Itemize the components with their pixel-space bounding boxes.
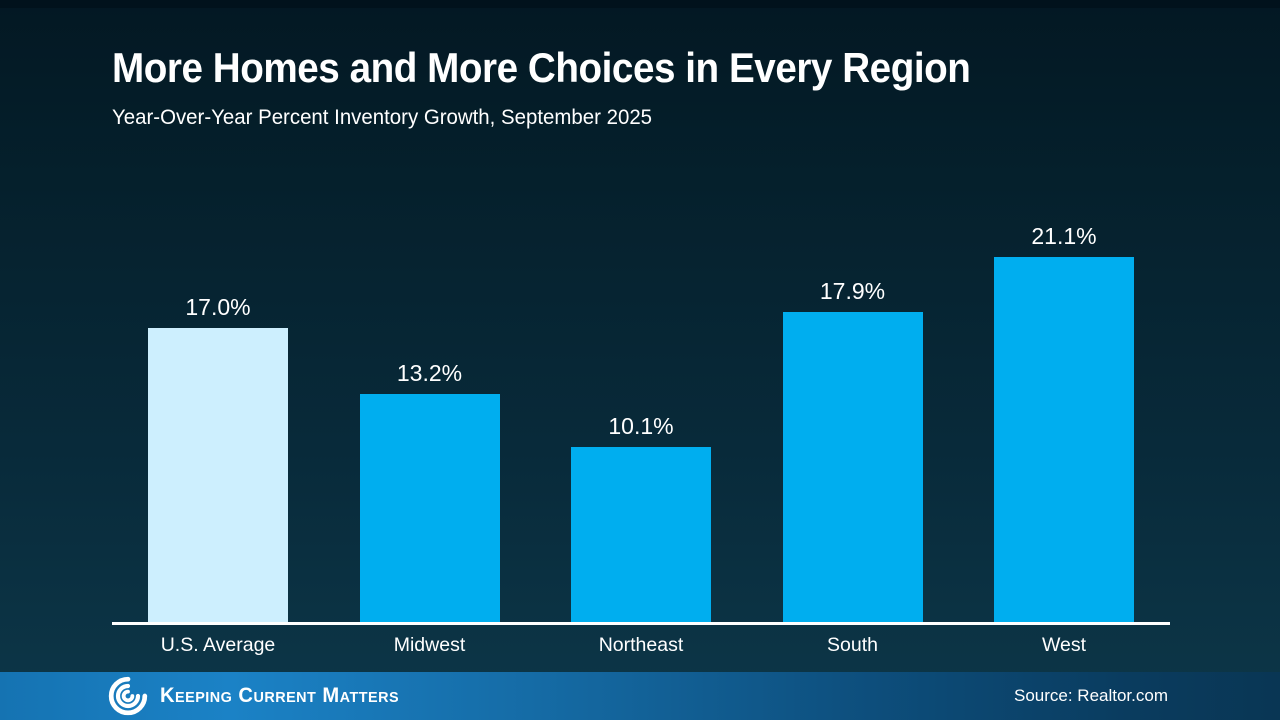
bar xyxy=(782,312,923,622)
bar-value-label: 13.2% xyxy=(396,360,463,386)
bar xyxy=(571,447,711,622)
category-label: Midwest xyxy=(393,634,466,656)
bar xyxy=(148,328,288,622)
category-axis-labels: U.S. Average Midwest Northeast South West xyxy=(148,634,1134,657)
bar xyxy=(994,257,1134,622)
category-label: U.S. Average xyxy=(160,634,276,656)
bar-group: 10.1% xyxy=(571,413,711,622)
brand-name: Keeping Current Matters xyxy=(160,684,400,707)
bar-group: 21.1% xyxy=(994,223,1134,622)
bar-group: 17.9% xyxy=(782,278,923,622)
bar-value-label: 17.0% xyxy=(185,294,251,320)
category-label: West xyxy=(1041,634,1087,656)
x-axis-baseline xyxy=(112,622,1170,625)
category-label: South xyxy=(827,634,878,656)
bar-value-label: 17.9% xyxy=(819,278,886,304)
bar-chart: 17.0% 13.2% 10.1% 17.9% 21.1% xyxy=(148,192,1134,622)
kcm-swirl-icon xyxy=(108,676,148,716)
bar-group: 17.0% xyxy=(148,294,288,622)
bar xyxy=(359,394,500,622)
page-subtitle: Year-Over-Year Percent Inventory Growth,… xyxy=(112,105,653,129)
top-edge-strip xyxy=(0,0,1280,8)
brand-lockup: Keeping Current Matters xyxy=(108,676,409,716)
bar-value-label: 21.1% xyxy=(1031,223,1097,249)
category-label: Northeast xyxy=(598,634,684,656)
footer-bar: Keeping Current Matters Source: Realtor.… xyxy=(0,672,1280,720)
bar-value-label: 10.1% xyxy=(608,413,674,439)
bar-group: 13.2% xyxy=(359,360,500,622)
page-title: More Homes and More Choices in Every Reg… xyxy=(112,44,971,91)
source-text: Source: Realtor.com xyxy=(1013,686,1168,705)
